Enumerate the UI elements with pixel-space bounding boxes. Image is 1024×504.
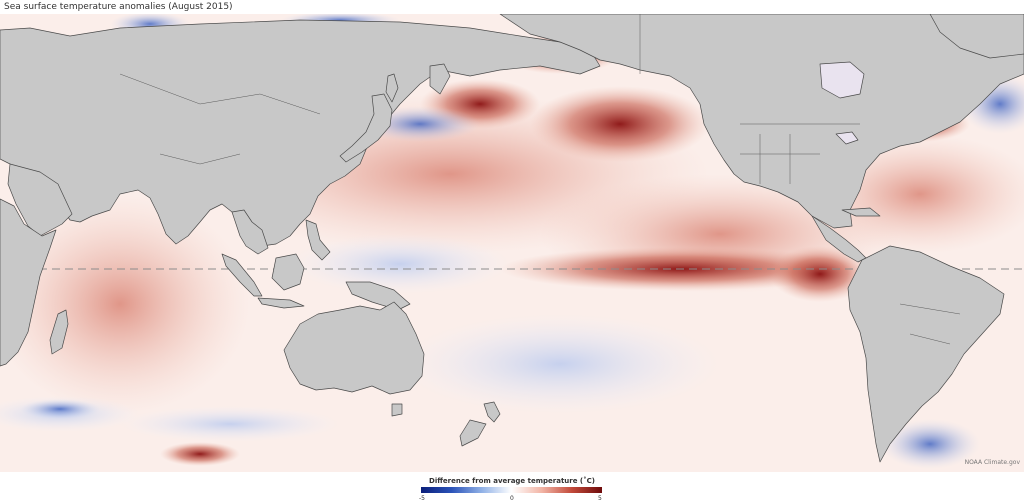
legend-max-label: 5: [598, 495, 602, 502]
legend-mid-label: 0: [510, 495, 514, 502]
philippines-islands: [305, 219, 331, 261]
australia-landmass: [283, 301, 425, 395]
tasmania-island: [391, 403, 403, 417]
kamchatka-peninsula: [429, 63, 451, 95]
eurasia-landmass: [0, 19, 601, 247]
sumatra-island: [221, 253, 263, 297]
color-legend: Difference from average temperature (˚C)…: [0, 476, 1024, 504]
great-lakes-water: [835, 131, 859, 145]
south-america-landmass: [847, 245, 1005, 463]
greenland-landmass: [929, 14, 1024, 59]
credit-text: NOAA Climate.gov: [964, 459, 1020, 466]
sakhalin-island: [385, 73, 399, 103]
hudson-bay-water: [819, 61, 865, 99]
north-america-landmass: [499, 14, 1024, 229]
legend-colorbar: [421, 487, 602, 493]
arabia-landmass: [7, 163, 73, 237]
japan-islands: [339, 93, 393, 163]
map-title: Sea surface temperature anomalies (Augus…: [4, 2, 233, 12]
borders: [119, 14, 961, 345]
java-island: [257, 297, 305, 309]
sea-surface-temperature-map: [0, 14, 1024, 472]
cuba-island: [841, 207, 881, 217]
borneo-island: [271, 253, 305, 291]
africa-landmass: [0, 198, 57, 367]
madagascar-landmass: [49, 309, 69, 355]
new-zealand-islands: [459, 401, 501, 447]
southeast-asia-landmass: [231, 209, 269, 255]
legend-min-label: -5: [419, 495, 425, 502]
legend-title: Difference from average temperature (˚C): [429, 477, 595, 485]
